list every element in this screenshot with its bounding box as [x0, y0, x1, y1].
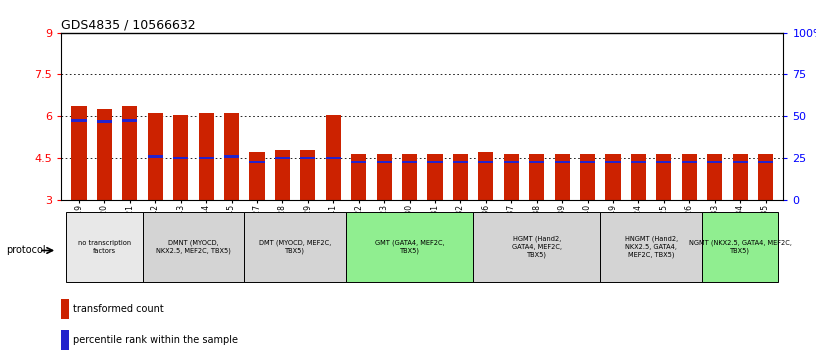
Bar: [503, 154, 519, 200]
Bar: [71, 106, 86, 200]
Bar: [601, 212, 702, 282]
Bar: [376, 161, 392, 163]
Bar: [428, 154, 442, 200]
Bar: [758, 161, 774, 163]
Bar: [605, 154, 621, 200]
Bar: [97, 109, 112, 200]
Text: DMT (MYOCD, MEF2C,
TBX5): DMT (MYOCD, MEF2C, TBX5): [259, 240, 331, 254]
Bar: [478, 161, 494, 163]
Bar: [555, 161, 570, 163]
Bar: [224, 113, 239, 200]
Bar: [529, 154, 544, 200]
Text: NGMT (NKX2.5, GATA4, MEF2C,
TBX5): NGMT (NKX2.5, GATA4, MEF2C, TBX5): [689, 240, 792, 254]
Bar: [503, 161, 519, 163]
Bar: [580, 154, 595, 200]
Bar: [453, 161, 468, 163]
Bar: [250, 152, 264, 200]
Bar: [326, 115, 341, 200]
Bar: [529, 161, 544, 163]
Text: GMT (GATA4, MEF2C,
TBX5): GMT (GATA4, MEF2C, TBX5): [375, 240, 445, 254]
Bar: [681, 161, 697, 163]
Text: percentile rank within the sample: percentile rank within the sample: [73, 335, 237, 345]
Bar: [605, 161, 621, 163]
Text: protocol: protocol: [7, 245, 47, 256]
Bar: [656, 154, 672, 200]
Text: GDS4835 / 10566632: GDS4835 / 10566632: [61, 19, 196, 32]
Bar: [122, 119, 137, 122]
Bar: [656, 161, 672, 163]
Bar: [555, 154, 570, 200]
Bar: [702, 212, 778, 282]
Bar: [326, 157, 341, 159]
Bar: [275, 150, 290, 200]
Bar: [224, 155, 239, 158]
Bar: [733, 154, 747, 200]
Text: HGMT (Hand2,
GATA4, MEF2C,
TBX5): HGMT (Hand2, GATA4, MEF2C, TBX5): [512, 236, 561, 258]
Bar: [61, 330, 69, 350]
Bar: [198, 113, 214, 200]
Bar: [402, 161, 417, 163]
Bar: [681, 154, 697, 200]
Bar: [631, 154, 646, 200]
Text: DMNT (MYOCD,
NKX2.5, MEF2C, TBX5): DMNT (MYOCD, NKX2.5, MEF2C, TBX5): [156, 240, 231, 254]
Bar: [143, 212, 244, 282]
Bar: [250, 161, 264, 163]
Bar: [733, 161, 747, 163]
Bar: [300, 157, 316, 159]
Bar: [478, 152, 494, 200]
Bar: [580, 161, 595, 163]
Bar: [473, 212, 601, 282]
Text: no transcription
factors: no transcription factors: [78, 240, 131, 254]
Text: transformed count: transformed count: [73, 304, 163, 314]
Bar: [66, 212, 143, 282]
Bar: [758, 154, 774, 200]
Bar: [376, 154, 392, 200]
Bar: [351, 161, 366, 163]
Bar: [148, 113, 163, 200]
Bar: [97, 121, 112, 123]
Text: HNGMT (Hand2,
NKX2.5, GATA4,
MEF2C, TBX5): HNGMT (Hand2, NKX2.5, GATA4, MEF2C, TBX5…: [624, 236, 678, 258]
Bar: [631, 161, 646, 163]
Bar: [351, 154, 366, 200]
Bar: [122, 106, 137, 200]
Bar: [453, 154, 468, 200]
Bar: [61, 299, 69, 319]
Bar: [707, 154, 722, 200]
Bar: [244, 212, 346, 282]
Bar: [346, 212, 473, 282]
Bar: [71, 119, 86, 122]
Bar: [300, 150, 316, 200]
Bar: [402, 154, 417, 200]
Bar: [148, 155, 163, 158]
Bar: [707, 161, 722, 163]
Bar: [198, 157, 214, 159]
Bar: [428, 161, 442, 163]
Bar: [173, 157, 188, 159]
Bar: [173, 115, 188, 200]
Bar: [275, 157, 290, 159]
